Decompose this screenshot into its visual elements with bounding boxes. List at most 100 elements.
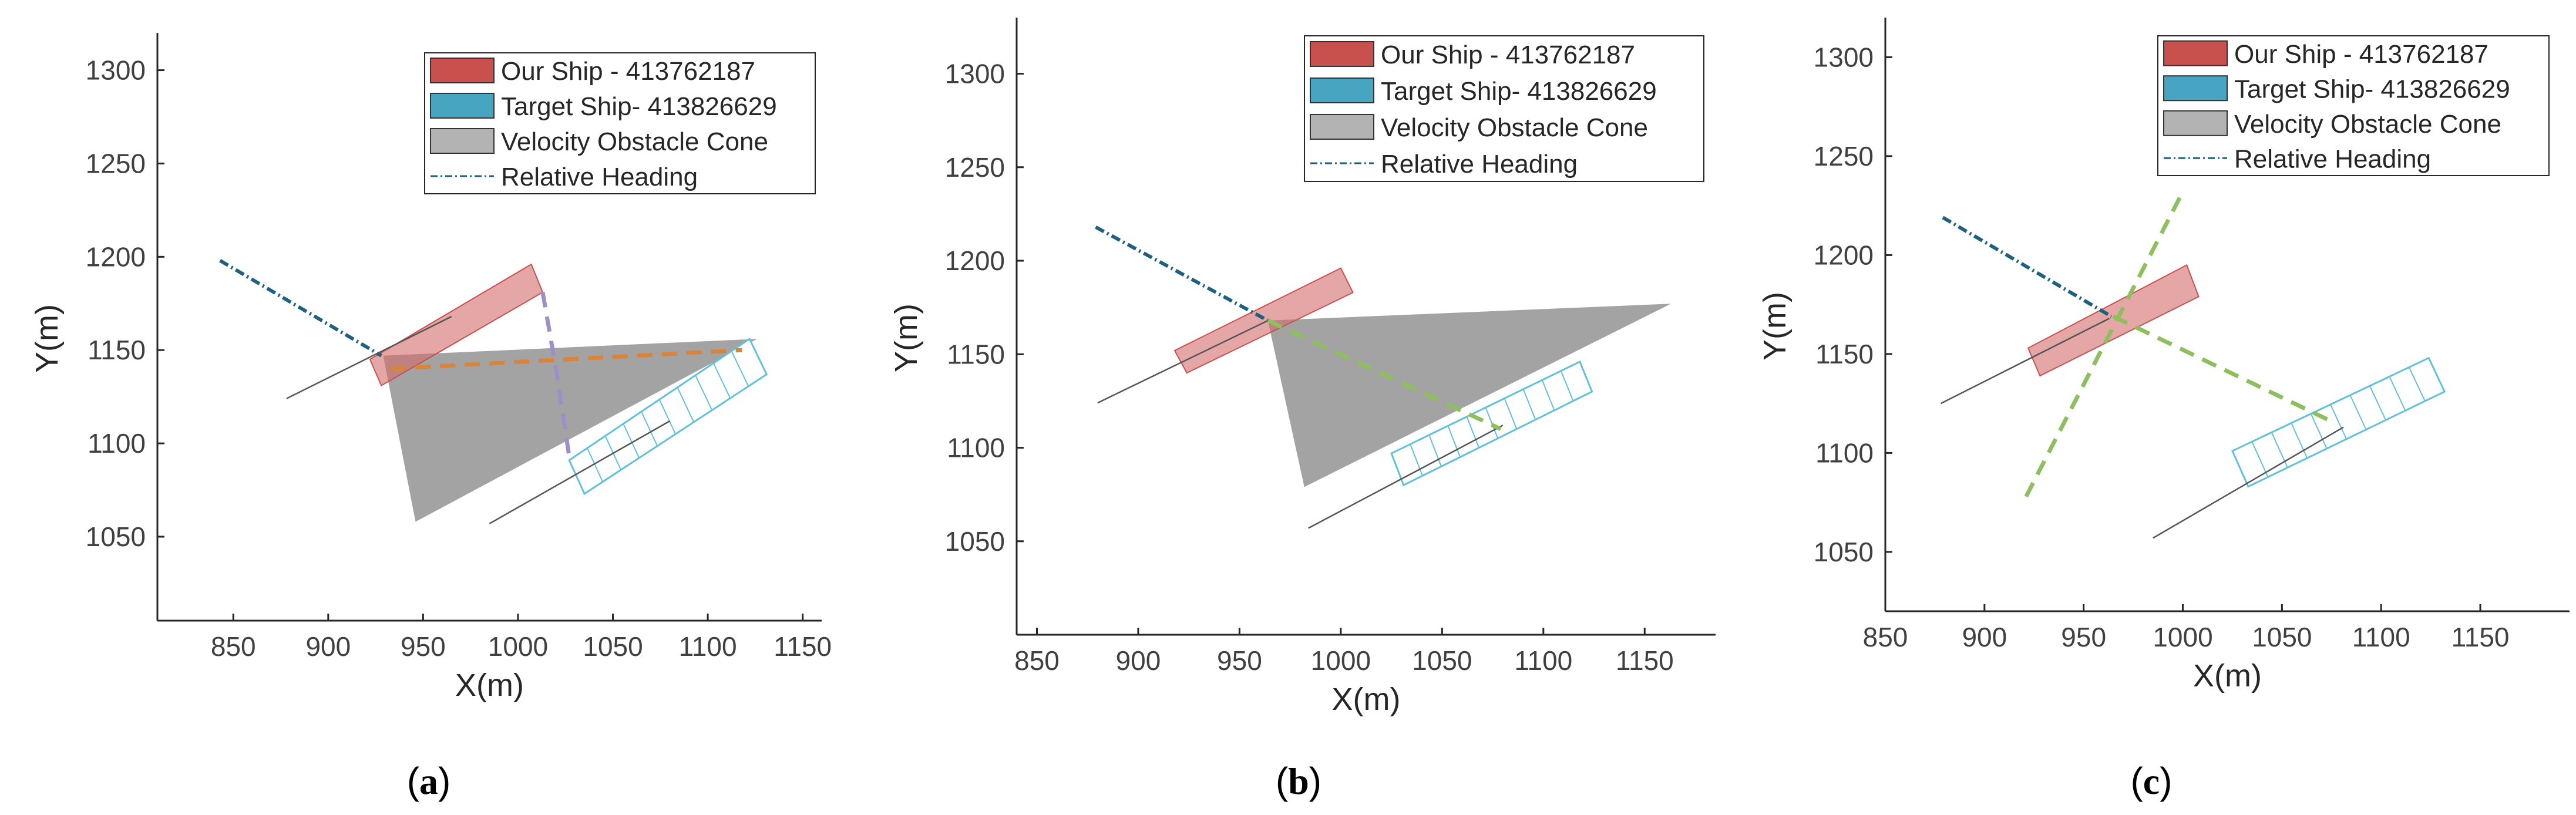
- x-tick-label: 850: [1863, 622, 1908, 652]
- y-tick-label: 1100: [947, 433, 1005, 463]
- y-tick-label: 1250: [945, 152, 1005, 183]
- ship-track-line: [1097, 319, 1269, 404]
- y-axis-label: Y(m): [889, 304, 924, 372]
- target-ship-hatch: [2389, 376, 2406, 411]
- legend-swatch: [2163, 110, 2228, 136]
- target-ship-hatch: [1466, 416, 1480, 448]
- y-axis-label: Y(m): [1757, 292, 1793, 361]
- x-tick-label: 1100: [2352, 622, 2410, 652]
- target-ship-hatch: [658, 399, 677, 435]
- x-tick-label: 1050: [1412, 645, 1472, 676]
- legend-label: Our Ship - 413762187: [501, 57, 755, 86]
- x-tick-label: 900: [1116, 645, 1161, 676]
- target-ship-hatch: [1560, 371, 1574, 402]
- caption-a: (a): [407, 760, 451, 802]
- y-tick-label: 1150: [1815, 339, 1874, 369]
- subplot-c: (c) 850 900 950 1000 1050 1100 1150 1050 1100 115…: [1757, 18, 2570, 802]
- x-tick-label: 1050: [2252, 622, 2312, 652]
- target-ship-hatch: [2291, 423, 2308, 459]
- legend-label: Relative Heading: [2234, 144, 2431, 173]
- x-tick-label: 950: [401, 631, 446, 662]
- legend-label: Our Ship - 413762187: [1381, 41, 1635, 69]
- target-ship-hatch: [1485, 407, 1499, 439]
- y-tick-label: 1250: [1814, 141, 1874, 171]
- legend-label: Velocity Obstacle Cone: [2234, 110, 2501, 139]
- cone-edge-dashed-line: [2024, 190, 2185, 498]
- cone-edge-dashed-line: [1267, 318, 1502, 431]
- target-ship-hatch: [677, 387, 695, 423]
- x-tick-label: 1150: [2451, 622, 2510, 652]
- x-tick-label: 950: [2061, 622, 2106, 652]
- legend-label: Target Ship- 413826629: [501, 92, 777, 121]
- x-tick-label: 950: [1217, 645, 1262, 676]
- y-tick-label: 1100: [1815, 437, 1874, 468]
- target-ship-hatch: [1428, 435, 1442, 467]
- x-tick-label: 1000: [488, 631, 548, 662]
- y-tick-label: 1150: [947, 339, 1005, 369]
- target-ship-hatch: [1541, 379, 1555, 411]
- target-ship-patch: [568, 337, 768, 496]
- target-ship-hatch: [2408, 367, 2426, 402]
- target-ship-hatch: [587, 447, 604, 482]
- x-tick-label: 1000: [2153, 622, 2212, 652]
- x-tick-label: 850: [1014, 645, 1060, 676]
- y-tick-label: 1050: [86, 521, 146, 552]
- y-tick-label: 1050: [945, 526, 1005, 557]
- y-tick-label: 1300: [1814, 42, 1874, 72]
- x-tick-label: 1050: [583, 631, 643, 662]
- y-axis-label: Y(m): [29, 304, 65, 373]
- legend-swatch: [430, 128, 495, 154]
- legend-label: Our Ship - 413762187: [2234, 40, 2488, 69]
- legend-swatch: [1310, 78, 1374, 103]
- target-ship-hatch: [731, 351, 749, 387]
- y-tick-label: 1150: [88, 335, 146, 365]
- legend-swatch: [430, 93, 495, 119]
- target-ship-hatch: [1504, 398, 1518, 430]
- x-tick-label: 1150: [774, 631, 832, 662]
- relative-heading-line: [219, 259, 382, 358]
- relative-heading-line: [1095, 225, 1269, 322]
- target-ship-hatch: [695, 375, 713, 410]
- y-tick-label: 1200: [86, 241, 146, 272]
- x-axis-label: X(m): [455, 668, 524, 703]
- legend-label: Target Ship- 413826629: [1381, 77, 1657, 106]
- caption-c: (c): [2130, 760, 2172, 802]
- legend-swatch: [1310, 41, 1374, 67]
- x-tick-label: 1100: [679, 631, 737, 662]
- target-ship-hatch: [2349, 395, 2367, 430]
- legend-label: Relative Heading: [1381, 150, 1578, 179]
- subplot-b: (b) 850 900 950 1000 1050 1100 1150 1050 1100 115…: [889, 18, 1716, 802]
- ship-track-line: [2153, 426, 2344, 539]
- target-ship-hatch: [1410, 444, 1423, 476]
- x-tick-label: 1100: [1514, 645, 1572, 676]
- ship-transition-dashed-line: [540, 292, 571, 457]
- target-ship-hatch: [2369, 385, 2386, 420]
- legend-swatch: [430, 58, 495, 83]
- caption-b: (b): [1276, 760, 1321, 802]
- velocity-obstacle-cone: [1267, 304, 1672, 487]
- target-ship-hatch: [1522, 389, 1536, 420]
- x-axis-label: X(m): [2193, 658, 2262, 693]
- y-tick-label: 1200: [1814, 240, 1874, 270]
- target-ship-hatch: [2310, 413, 2328, 449]
- target-ship-hatch: [1447, 425, 1461, 457]
- target-ship-hatch: [641, 411, 658, 446]
- y-tick-label: 1300: [86, 55, 146, 86]
- target-ship-hatch: [712, 363, 731, 399]
- ship-track-line: [1940, 318, 2110, 405]
- x-tick-label: 1000: [1311, 645, 1371, 676]
- legend-swatch: [2163, 75, 2228, 102]
- y-tick-label: 1300: [945, 59, 1005, 89]
- ship-track-line: [1308, 425, 1504, 529]
- legend-swatch: [2163, 40, 2228, 66]
- y-tick-label: 1050: [1814, 537, 1874, 567]
- x-tick-label: 900: [1962, 622, 2007, 652]
- velocity-obstacle-cone: [383, 339, 758, 522]
- target-ship-hatch: [2251, 441, 2269, 477]
- our-ship-patch: [2027, 264, 2200, 377]
- cone-edge-dashed-line: [2112, 314, 2337, 426]
- cone-edge-dashed-line: [391, 348, 742, 371]
- x-tick-label: 1150: [1616, 645, 1674, 676]
- legend-label: Target Ship- 413826629: [2234, 75, 2510, 103]
